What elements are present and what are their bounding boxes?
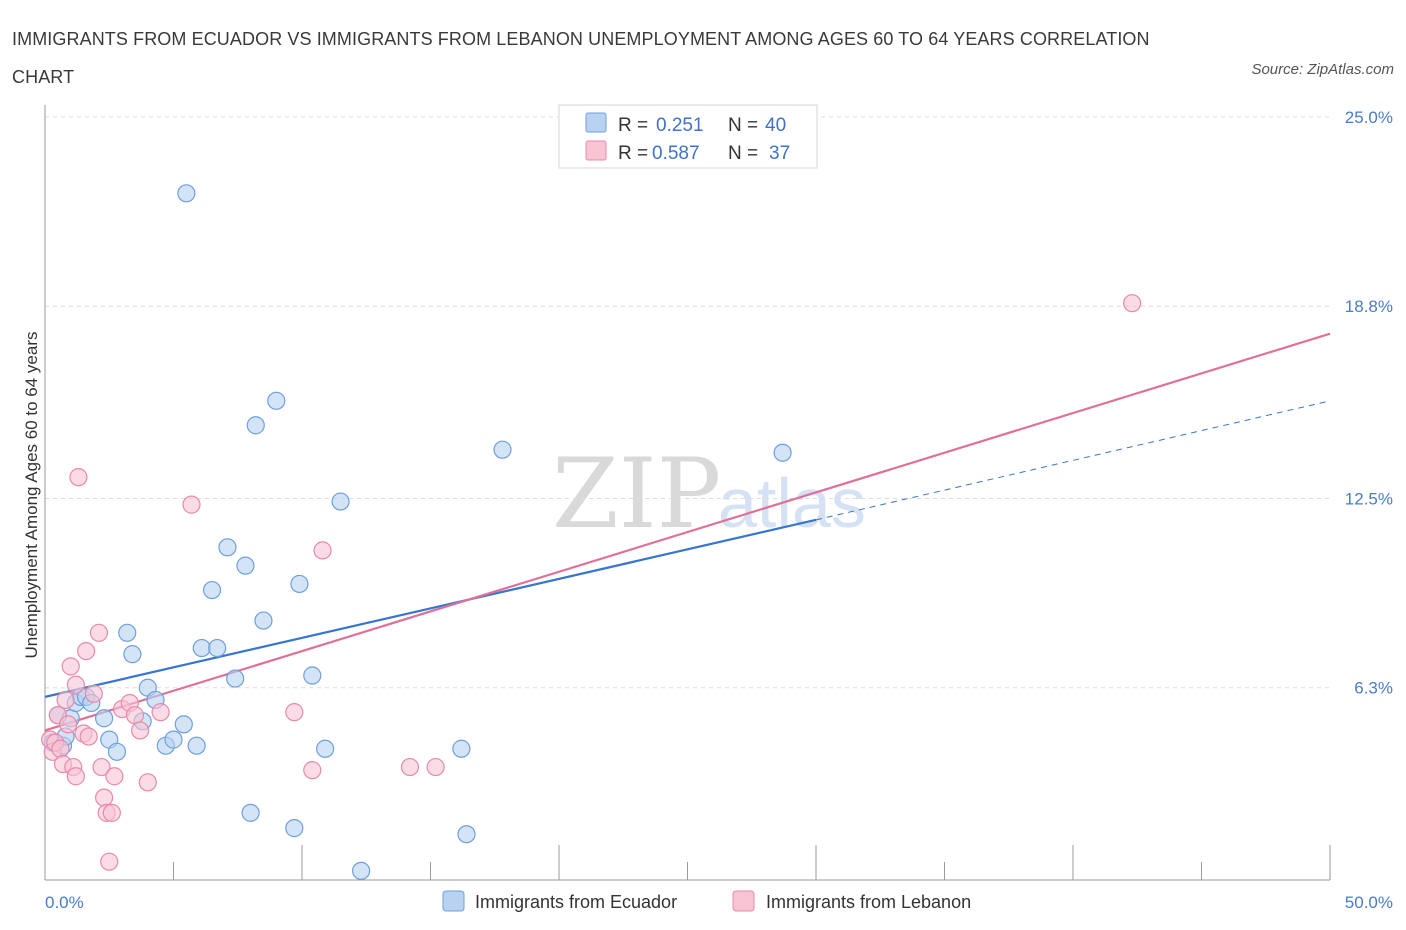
lebanon-point	[95, 788, 114, 807]
ecuador-point	[316, 739, 335, 758]
lebanon-point	[105, 767, 124, 786]
lebanon-point	[138, 773, 157, 792]
lebanon-point	[92, 757, 111, 777]
lebanon-point	[89, 623, 109, 642]
lebanon-point	[285, 703, 304, 722]
ecuador-point	[493, 440, 512, 459]
ecuador-point	[202, 580, 222, 600]
lebanon-point	[56, 690, 75, 710]
ecuador-point	[177, 184, 196, 203]
lebanon-point	[61, 657, 80, 676]
y-tick-label: 18.8%	[1345, 297, 1393, 316]
trend-line-lebanon	[44, 332, 1331, 732]
legend-n-value-lebanon: 37	[769, 143, 790, 164]
lebanon-point	[51, 739, 70, 758]
lebanon-point	[66, 767, 85, 786]
lebanon-point	[66, 675, 85, 694]
legend-swatch-ecuador	[585, 112, 607, 133]
ecuador-point	[290, 574, 309, 594]
legend-n-label-lebanon: N =	[728, 143, 758, 164]
bottom-legend-label-ecuador: Immigrants from Ecuador	[475, 892, 677, 912]
chart-title: IMMIGRANTS FROM ECUADOR VS IMMIGRANTS FR…	[12, 29, 1150, 87]
lebanon-point	[100, 852, 119, 871]
lebanon-point	[84, 684, 103, 703]
ecuador-point	[457, 825, 476, 844]
lebanon-point	[59, 715, 78, 734]
ecuador-point	[118, 623, 137, 642]
lebanon-point	[182, 495, 201, 514]
x-ticks	[44, 845, 1331, 880]
bottom-legend-swatch-ecuador	[442, 890, 465, 912]
ecuador-point	[174, 715, 193, 734]
x-tick-label-min: 0.0%	[45, 893, 84, 912]
ecuador-point	[218, 538, 237, 557]
trend-lines	[44, 332, 1331, 732]
ecuador-point	[246, 416, 265, 435]
lebanon-point	[79, 727, 98, 746]
y-tick-labels: 6.3% 12.5% 18.8% 25.0%	[1345, 108, 1393, 698]
ecuador-point	[303, 666, 322, 685]
ecuador-point	[123, 645, 142, 664]
ecuador-point	[187, 736, 206, 755]
lebanon-point	[303, 761, 322, 780]
ecuador-point	[164, 730, 183, 749]
legend-r-label-ecuador: R =	[618, 115, 648, 136]
lebanon-point	[77, 641, 96, 661]
legend-r-label-lebanon: R =	[618, 143, 648, 164]
y-tick-label: 12.5%	[1345, 490, 1393, 509]
lebanon-point	[102, 803, 121, 822]
lebanon-point	[313, 541, 332, 560]
ecuador-point	[452, 739, 471, 758]
y-axis-label: Unemployment Among Ages 60 to 64 years	[22, 332, 41, 659]
x-tick-label-max: 50.0%	[1345, 893, 1393, 912]
ecuador-point	[267, 391, 286, 410]
ecuador-point	[254, 611, 273, 630]
data-points	[41, 184, 1142, 880]
ecuador-point	[236, 556, 255, 575]
y-tick-label: 6.3%	[1354, 679, 1393, 698]
legend-r-value-lebanon: 0.587	[652, 143, 700, 164]
ecuador-point	[241, 803, 260, 822]
ecuador-point	[773, 443, 792, 462]
ecuador-point	[226, 669, 245, 688]
trend-line-ecuador	[44, 518, 817, 698]
legend-r-value-ecuador: 0.251	[656, 115, 704, 136]
ecuador-point	[95, 709, 114, 728]
watermark-atlas: atlas	[718, 464, 866, 542]
lebanon-point	[125, 706, 145, 725]
ecuador-point	[192, 638, 211, 658]
bottom-legend-label-lebanon: Immigrants from Lebanon	[766, 892, 971, 912]
gridlines	[45, 116, 1330, 689]
lebanon-point	[69, 468, 88, 487]
ecuador-point	[107, 742, 127, 761]
lebanon-point	[426, 757, 445, 777]
legend-bottom: Immigrants from Ecuador Immigrants from …	[442, 890, 971, 912]
y-tick-label: 25.0%	[1345, 108, 1393, 127]
ecuador-point	[352, 861, 371, 880]
legend-top: R = 0.251 N = 40 R = 0.587 N = 37	[558, 104, 818, 169]
bottom-legend-swatch-lebanon	[732, 890, 755, 912]
lebanon-point	[130, 721, 150, 740]
ecuador-point	[331, 492, 350, 511]
legend-swatch-lebanon	[585, 140, 607, 161]
lebanon-point	[1123, 294, 1142, 313]
source-label: Source: ZipAtlas.com	[1251, 61, 1394, 78]
ecuador-point	[285, 819, 304, 838]
lebanon-point	[151, 703, 170, 722]
trend-line-ecuador-projection	[815, 400, 1331, 521]
watermark-zip: ZIP	[552, 438, 721, 550]
lebanon-point	[400, 757, 420, 777]
ecuador-point	[208, 638, 227, 658]
legend-n-label-ecuador: N =	[728, 115, 758, 136]
legend-n-value-ecuador: 40	[765, 115, 786, 136]
